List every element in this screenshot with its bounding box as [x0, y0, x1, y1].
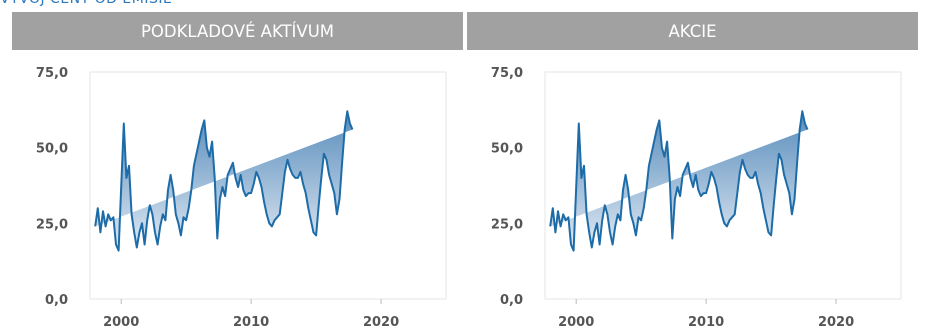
- x-tick-label: 2000: [103, 315, 139, 329]
- x-tick-label: 2000: [558, 315, 594, 329]
- tab-underlying-asset[interactable]: PODKLADOVÉ AKTÍVUM: [12, 12, 463, 50]
- price-area: [95, 111, 353, 251]
- chart-panel-stocks: 0,0 25,0 50,0 75,0 2000 2010 2020: [467, 50, 918, 329]
- x-tick-label: 2010: [688, 315, 724, 329]
- tab-stocks-label: AKCIE: [668, 21, 717, 41]
- x-tick-label: 2020: [363, 315, 399, 329]
- y-tick-label: 0,0: [500, 293, 523, 308]
- price-chart-stocks: 0,0 25,0 50,0 75,0 2000 2010 2020: [491, 66, 902, 329]
- y-tick-label: 25,0: [491, 217, 523, 232]
- y-tick-label: 0,0: [45, 293, 68, 308]
- price-chart-underlying: 0,0 25,0 50,0 75,0 2000 2010 2020: [36, 66, 447, 329]
- tab-stocks[interactable]: AKCIE: [467, 12, 918, 50]
- price-area: [550, 111, 808, 251]
- price-line: [549, 110, 809, 252]
- y-tick-label: 75,0: [491, 66, 523, 81]
- y-tick-label: 50,0: [491, 142, 523, 157]
- chart-panel-underlying: 0,0 25,0 50,0 75,0 2000 2010 2020: [12, 50, 463, 329]
- tab-underlying-asset-label: PODKLADOVÉ AKTÍVUM: [140, 21, 335, 41]
- x-tick-label: 2010: [233, 315, 269, 329]
- plot-area: [544, 71, 902, 300]
- x-tick-label: 2020: [818, 315, 854, 329]
- y-tick-label: 75,0: [36, 66, 68, 81]
- y-tick-label: 25,0: [36, 217, 68, 232]
- page-heading: VÝVOJ CENY OD EMISIE: [0, 0, 172, 9]
- price-line: [94, 110, 354, 252]
- y-tick-label: 50,0: [36, 142, 68, 157]
